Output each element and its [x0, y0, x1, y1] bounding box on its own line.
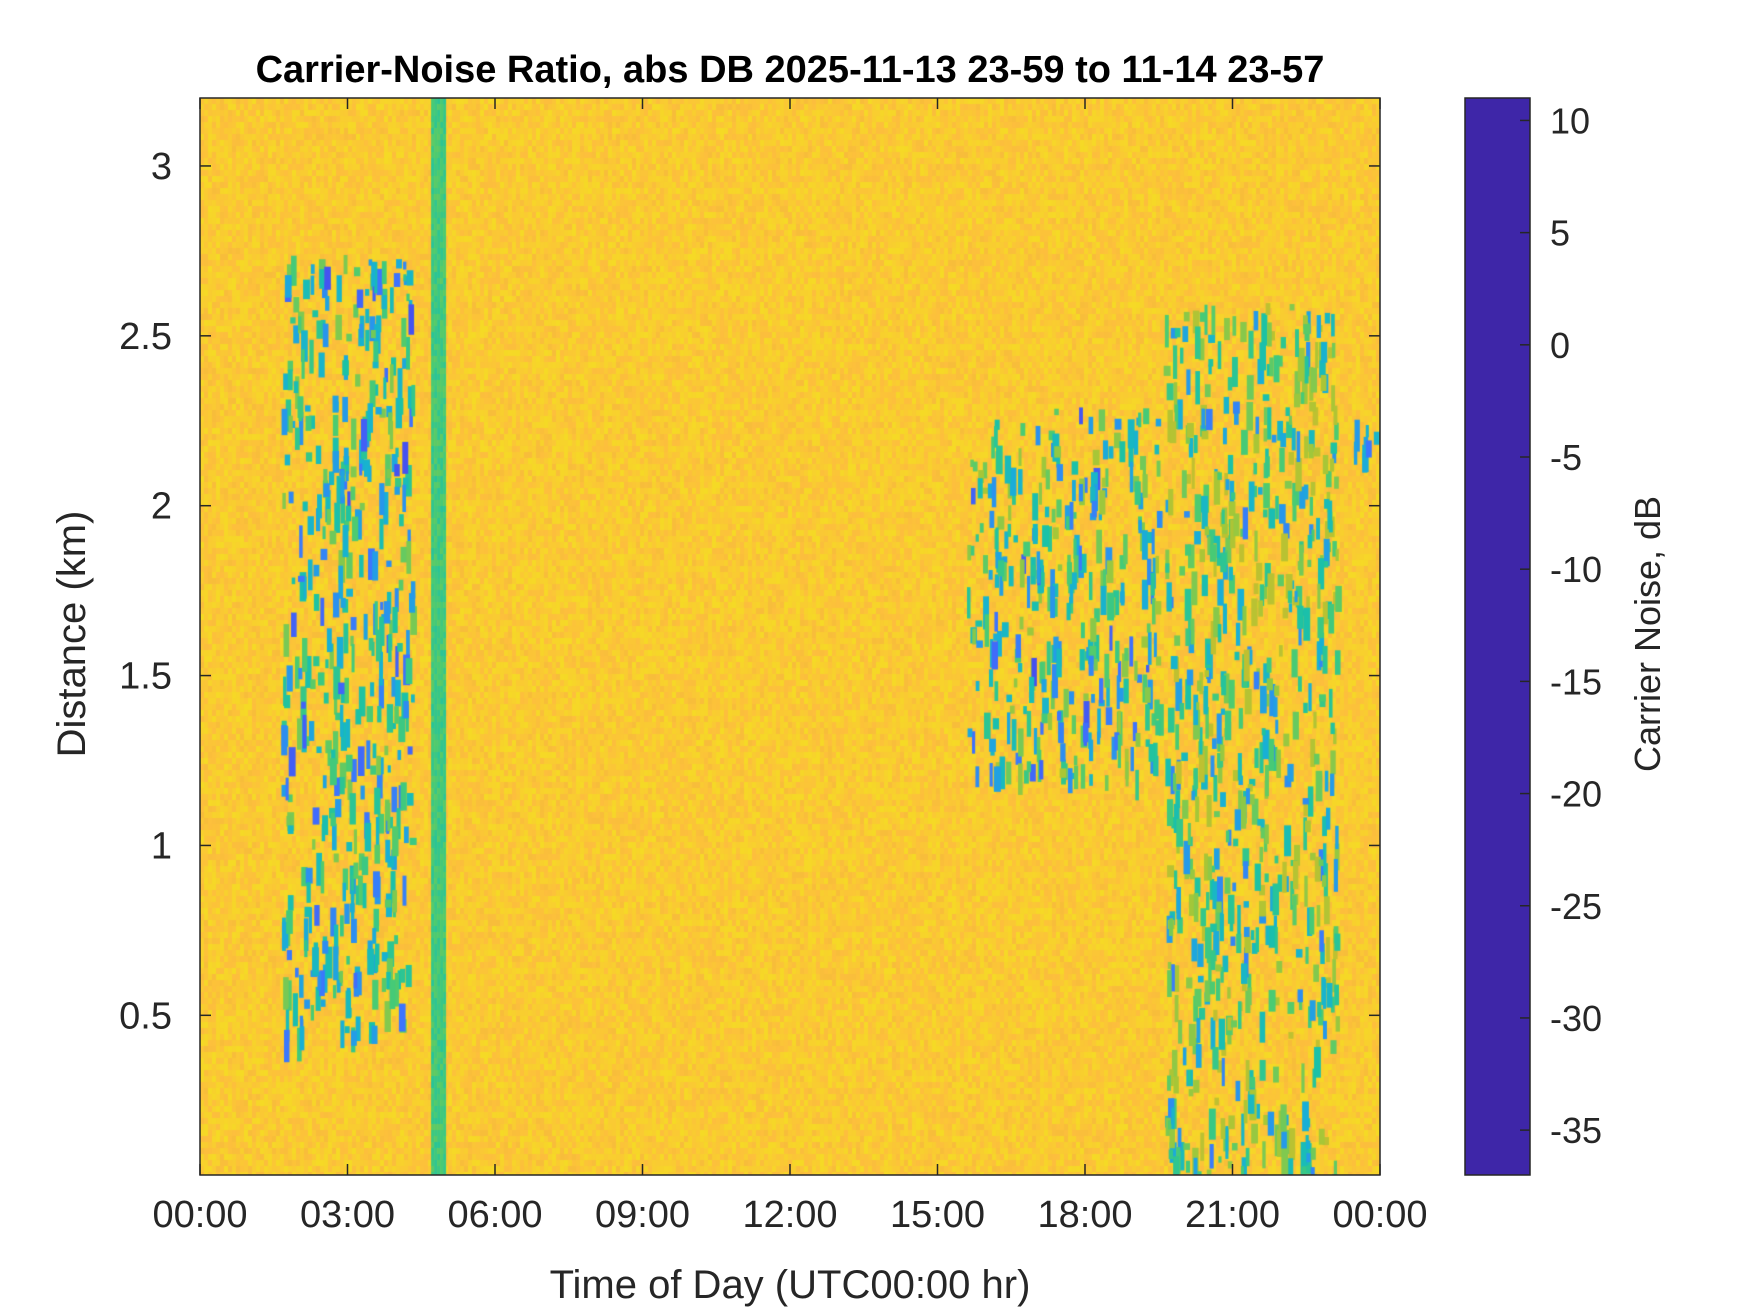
- plot-area: [199, 97, 1381, 1176]
- heatmap-image: [200, 98, 1380, 1175]
- x-tick-label: 12:00: [742, 1194, 837, 1236]
- colorbar-tick-label: -20: [1550, 774, 1602, 815]
- colorbar-label: Carrier Noise, dB: [1627, 496, 1668, 772]
- x-tick-label: 18:00: [1037, 1194, 1132, 1236]
- colorbar-gradient: [1464, 97, 1531, 1176]
- colorbar-tick-label: 10: [1550, 100, 1590, 141]
- chart-title: Carrier-Noise Ratio, abs DB 2025-11-13 2…: [256, 49, 1325, 91]
- x-tick-label: 03:00: [300, 1194, 395, 1236]
- x-tick-label: 00:00: [1332, 1194, 1427, 1236]
- x-axis-label: Time of Day (UTC00:00 hr): [550, 1263, 1031, 1307]
- x-tick-label: 09:00: [595, 1194, 690, 1236]
- y-tick-label: 1: [151, 825, 172, 867]
- y-tick-label: 3: [151, 146, 172, 188]
- y-tick-label: 1.5: [119, 656, 172, 698]
- x-axis: 00:00 03:00 06:00 09:00 12:00 15:00 18:00 21:00…: [152, 98, 1428, 1236]
- colorbar-tick-label: -10: [1550, 549, 1602, 590]
- y-axis-label: Distance (km): [50, 511, 94, 758]
- colorbar-tick-label: 5: [1550, 213, 1570, 254]
- x-tick-label: 06:00: [447, 1194, 542, 1236]
- x-tick-label: 15:00: [890, 1194, 985, 1236]
- y-axis: 0.5 1 1.5 2 2.5 3: [119, 146, 1380, 1037]
- y-tick-label: 0.5: [119, 995, 172, 1037]
- colorbar-tick-label: -15: [1550, 661, 1602, 702]
- colorbar-tick-label: -30: [1550, 998, 1602, 1039]
- x-tick-label: 00:00: [152, 1194, 247, 1236]
- y-tick-label: 2.5: [119, 316, 172, 358]
- colorbar-tick-label: -35: [1550, 1110, 1602, 1151]
- colorbar-tick-label: 0: [1550, 325, 1570, 366]
- y-tick-label: 2: [151, 486, 172, 528]
- colorbar: 10 5 0 -5 -10 -15 -20 -25 -30 -35: [1464, 97, 1602, 1176]
- x-tick-label: 21:00: [1185, 1194, 1280, 1236]
- colorbar-tick-label: -25: [1550, 886, 1602, 927]
- colorbar-tick-label: -5: [1550, 437, 1582, 478]
